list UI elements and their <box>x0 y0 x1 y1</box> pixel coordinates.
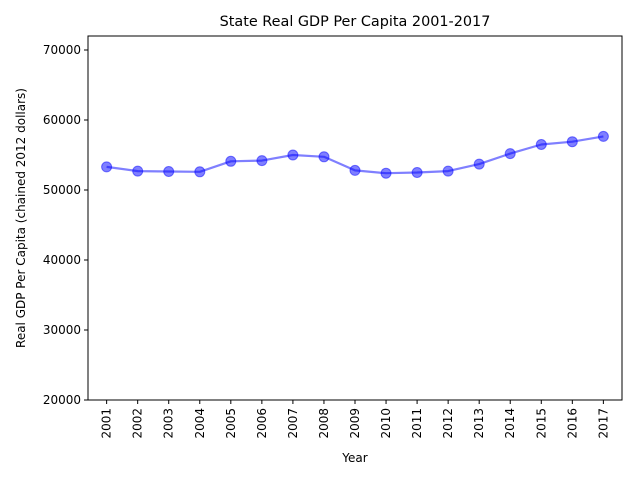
x-tick-label: 2013 <box>472 408 486 439</box>
data-point <box>194 166 206 178</box>
data-point <box>225 155 237 167</box>
x-tick-label: 2016 <box>565 408 579 439</box>
x-tick-label: 2001 <box>100 408 114 439</box>
data-point <box>256 155 268 167</box>
x-tick-label: 2006 <box>255 408 269 439</box>
x-tick-label: 2015 <box>534 408 548 439</box>
x-tick-label: 2012 <box>441 408 455 439</box>
y-tick-label: 70000 <box>43 43 81 57</box>
data-point <box>380 167 392 179</box>
y-tick-label: 60000 <box>43 113 81 127</box>
x-tick-label: 2002 <box>131 408 145 439</box>
y-tick-label: 20000 <box>43 393 81 407</box>
data-point <box>597 130 609 142</box>
x-tick-label: 2005 <box>224 408 238 439</box>
x-tick-label: 2008 <box>317 408 331 439</box>
y-tick-label: 40000 <box>43 253 81 267</box>
data-point <box>566 136 578 148</box>
x-axis-title: Year <box>341 451 367 465</box>
data-point <box>163 166 175 177</box>
data-point <box>318 151 330 163</box>
y-tick-label: 30000 <box>43 323 81 337</box>
y-axis-title: Real GDP Per Capita (chained 2012 dollar… <box>14 88 28 348</box>
chart-title: State Real GDP Per Capita 2001-2017 <box>220 14 491 30</box>
axes: 20000 30000 40000 50000 60000 70000 2001 2002 20… <box>43 35 623 439</box>
x-tick-label: 2010 <box>379 408 393 439</box>
x-tick-label: 2003 <box>162 408 176 439</box>
x-tick-label: 2011 <box>410 408 424 439</box>
x-tick-label: 2004 <box>193 408 207 439</box>
x-tick-label: 2007 <box>286 408 300 439</box>
x-tick-label: 2014 <box>503 408 517 439</box>
x-tick-label: 2017 <box>596 408 610 439</box>
data-point <box>473 158 485 170</box>
data-point <box>101 161 113 173</box>
series-layer <box>101 130 609 179</box>
data-point <box>132 165 144 177</box>
y-tick-label: 50000 <box>43 183 81 197</box>
data-point <box>535 139 547 150</box>
data-point <box>442 165 454 177</box>
data-point <box>504 148 516 160</box>
data-point <box>287 149 299 161</box>
data-point <box>349 164 361 176</box>
x-tick-label: 2009 <box>348 408 362 439</box>
data-point <box>411 167 423 178</box>
